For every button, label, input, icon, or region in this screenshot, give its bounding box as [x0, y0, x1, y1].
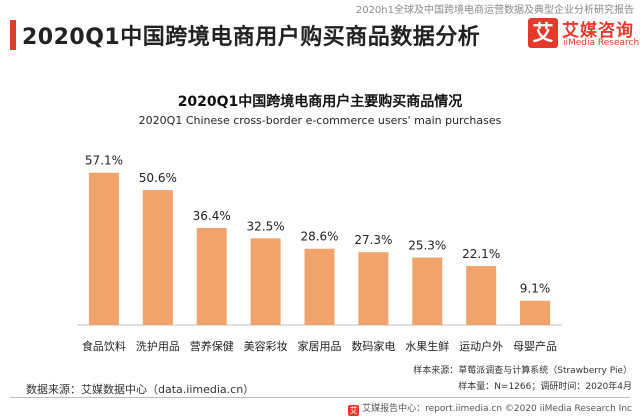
bar-5: [304, 248, 335, 325]
report-name: 2020h1全球及中国跨境电商运营数据及典型企业分析研究报告: [355, 5, 634, 16]
bar-9: [520, 300, 551, 325]
x-tick-label: 洗护用品: [136, 339, 180, 353]
bar-value-label: 50.6%: [139, 171, 177, 185]
bar-value-label: 25.3%: [408, 239, 446, 253]
footer-divider: [10, 397, 630, 398]
x-tick-label: 食品饮料: [82, 339, 126, 353]
bar-8: [466, 266, 497, 325]
bar-6: [358, 252, 389, 325]
logo-glyph: 艾: [528, 18, 558, 48]
x-tick-label: 运动户外: [459, 339, 503, 353]
bar-1: [88, 172, 119, 325]
title-accent-bar: [10, 20, 16, 50]
x-tick-label: 母婴产品: [513, 339, 557, 353]
iimedia-logo: 艾 艾媒咨询 iiMedia Research: [528, 16, 640, 56]
bar-3: [196, 227, 227, 325]
footer: 艾艾媒报告中心：report.iimedia.cn ©2020 iiMedia …: [348, 401, 632, 416]
bar-value-label: 22.1%: [462, 247, 500, 261]
chart-title: 2020Q1中国跨境电商用户主要购买商品情况: [177, 94, 463, 110]
logo-name-en: iiMedia Research: [563, 38, 640, 48]
x-tick-label: 美容彩妆: [244, 339, 288, 353]
footer-text: 艾媒报告中心：report.iimedia.cn ©2020 iiMedia R…: [362, 404, 632, 414]
x-tick-label: 数码家电: [351, 339, 395, 353]
bar-value-label: 28.6%: [300, 230, 338, 244]
logo-name-cn: 艾媒咨询: [562, 21, 634, 41]
sample-info-note: 样本量：N=1266；调研时间：2020年4月: [458, 382, 632, 392]
data-source-note: 数据来源：艾媒数据中心（data.iimedia.cn）: [26, 383, 255, 396]
chart-subtitle: 2020Q1 Chinese cross-border e-commerce u…: [138, 114, 502, 127]
bar-value-label: 36.4%: [193, 209, 231, 223]
bar-4: [250, 238, 281, 325]
bar-7: [412, 257, 443, 325]
bar-value-label: 27.3%: [354, 233, 392, 247]
page-title: 2020Q1中国跨境电商用户购买商品数据分析: [22, 25, 481, 50]
sample-source-note: 样本来源：草莓派调查与计算系统（Strawberry Pie）: [413, 366, 632, 376]
x-tick-label: 水果生鲜: [405, 339, 449, 353]
bar-2: [142, 190, 173, 325]
footer-logo-icon: 艾: [348, 405, 360, 416]
bar-value-label: 9.1%: [520, 282, 551, 296]
bar-value-label: 32.5%: [247, 219, 285, 233]
x-tick-label: 营养保健: [190, 339, 234, 353]
bar-value-label: 57.1%: [85, 154, 123, 168]
x-tick-label: 家居用品: [298, 339, 342, 353]
